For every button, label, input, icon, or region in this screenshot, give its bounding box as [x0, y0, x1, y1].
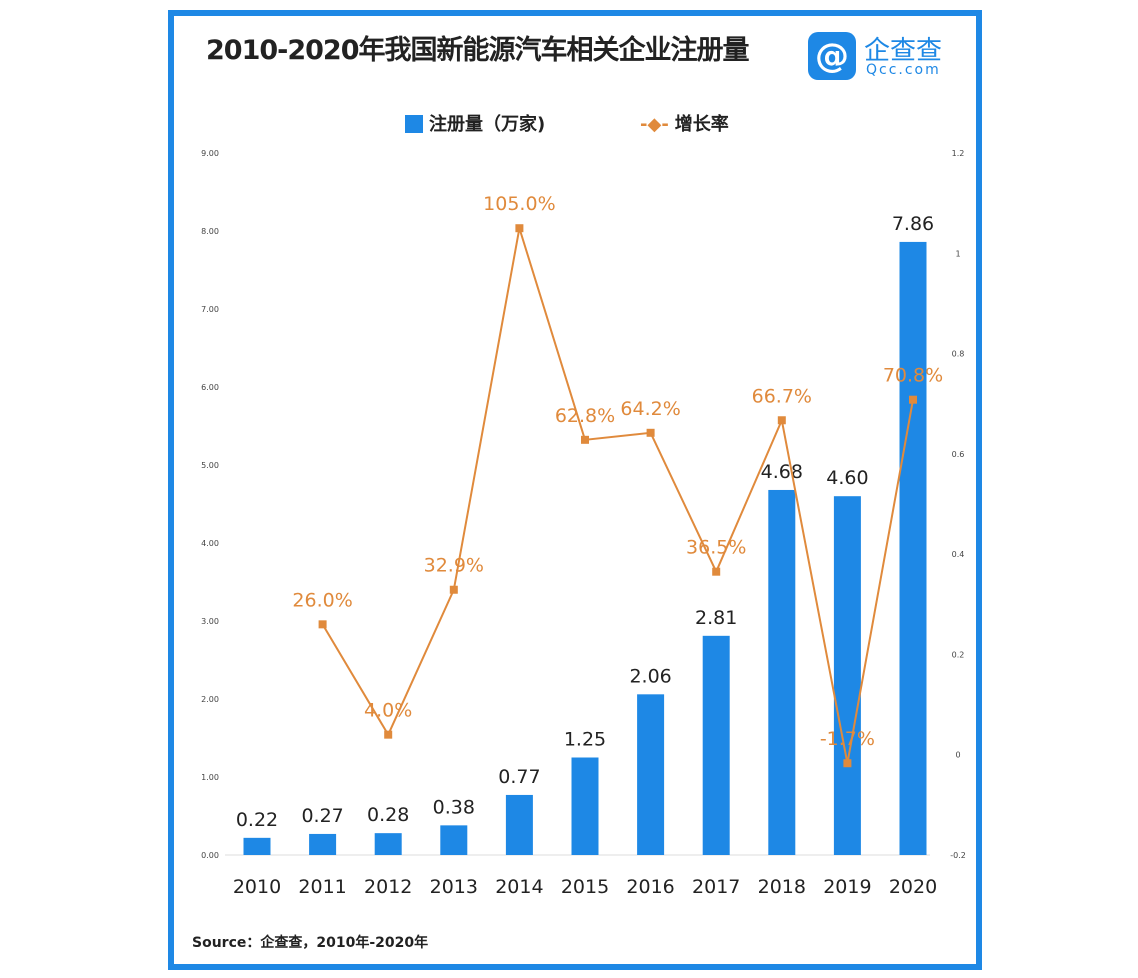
growth-point-2013 [449, 585, 458, 594]
growth-point-2015 [581, 435, 589, 444]
left-tick-label: 0.00 [201, 851, 219, 860]
bar-2012 [374, 833, 402, 855]
x-tick-label: 2011 [298, 876, 346, 898]
left-tick-label: 3.00 [201, 617, 219, 626]
growth-label-2016: 64.2% [620, 398, 680, 420]
legend-bar-swatch [405, 115, 423, 133]
bar-label-2010: 0.22 [236, 809, 278, 831]
right-tick-label: 0 [955, 751, 960, 760]
bar-label-2017: 2.81 [695, 607, 737, 629]
bar-2018 [768, 489, 796, 855]
left-tick-label: 7.00 [201, 305, 219, 314]
growth-label-2012: 4.0% [364, 700, 412, 722]
growth-label-2017: 36.5% [686, 537, 746, 559]
x-tick-label: 2013 [430, 876, 478, 898]
bar-2010 [243, 837, 271, 855]
x-tick-label: 2014 [495, 876, 543, 898]
right-tick-label: 0.2 [952, 650, 965, 659]
x-tick-label: 2015 [561, 876, 609, 898]
left-tick-label: 6.00 [201, 383, 219, 392]
growth-point-2014 [515, 224, 524, 233]
x-tick-label: 2016 [626, 876, 674, 898]
right-tick-label: 1.2 [952, 149, 965, 158]
bar-2019 [833, 496, 861, 855]
legend-bar-label: 注册量（万家) [429, 114, 546, 135]
qcc-logo-icon: @ [808, 32, 856, 80]
x-tick-label: 2017 [692, 876, 740, 898]
bar-2014 [505, 794, 533, 855]
bar-label-2018: 4.68 [761, 461, 803, 483]
bar-2013 [440, 825, 468, 855]
growth-line [321, 227, 914, 764]
left-tick-label: 4.00 [201, 539, 219, 548]
legend-bar: 注册量（万家) [405, 110, 545, 136]
bar-label-2014: 0.77 [498, 766, 540, 788]
growth-label-2015: 62.8% [555, 405, 615, 427]
bar-label-2012: 0.28 [367, 804, 409, 826]
left-tick-label: 1.00 [201, 773, 219, 782]
logo-url: Qcc.com [866, 62, 941, 78]
x-tick-label: 2018 [758, 876, 806, 898]
right-tick-label: 1 [955, 249, 960, 258]
growth-point-2018 [777, 416, 786, 425]
left-tick-label: 8.00 [201, 227, 219, 236]
legend-line: -◆- 增长率 [640, 110, 729, 136]
growth-label-2019: -1.7% [820, 728, 875, 750]
growth-point-2012 [384, 730, 393, 739]
growth-label-2011: 26.0% [292, 589, 352, 611]
bar-label-2015: 1.25 [564, 729, 606, 751]
growth-label-2014: 105.0% [483, 193, 555, 215]
growth-point-2020 [909, 395, 917, 404]
x-tick-label: 2019 [823, 876, 871, 898]
source-note: Source：企查查，2010年-2020年 [192, 935, 429, 951]
bar-label-2013: 0.38 [433, 796, 475, 818]
x-tick-label: 2010 [233, 876, 281, 898]
x-tick-label: 2012 [364, 876, 412, 898]
growth-point-2017 [712, 567, 721, 576]
growth-label-2020: 70.8% [883, 365, 943, 387]
chart-title: 2010-2020年我国新能源汽车相关企业注册量 [206, 35, 749, 66]
left-tick-label: 2.00 [201, 695, 219, 704]
bar-label-2016: 2.06 [629, 665, 671, 687]
growth-label-2018: 66.7% [752, 385, 812, 407]
right-tick-label: 0.4 [952, 550, 965, 559]
growth-point-2011 [318, 620, 327, 629]
bar-label-2020: 7.86 [892, 213, 934, 235]
growth-label-2013: 32.9% [424, 555, 484, 577]
logo-name: 企查查 [864, 36, 943, 66]
legend-line-swatch: -◆- [640, 114, 669, 135]
bar-2011 [309, 833, 337, 855]
legend-line-label: 增长率 [674, 114, 729, 135]
right-tick-label: 0.6 [952, 450, 965, 459]
left-tick-label: 5.00 [201, 461, 219, 470]
growth-point-2019 [843, 759, 852, 768]
right-tick-label: 0.8 [952, 350, 965, 359]
bar-2017 [702, 635, 730, 855]
x-tick-label: 2020 [889, 876, 937, 898]
bar-2016 [637, 694, 665, 855]
right-tick-label: -0.2 [950, 851, 966, 860]
bar-2020 [899, 241, 927, 856]
left-tick-label: 9.00 [201, 149, 219, 158]
growth-point-2016 [646, 428, 655, 437]
bar-2015 [571, 757, 599, 855]
bar-label-2019: 4.60 [826, 467, 868, 489]
bar-label-2011: 0.27 [301, 805, 343, 827]
